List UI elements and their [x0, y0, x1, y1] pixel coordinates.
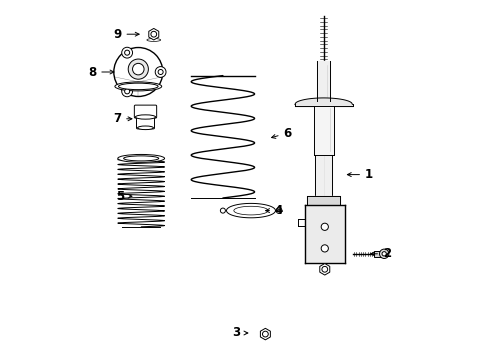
Ellipse shape [137, 126, 153, 130]
Text: 8: 8 [88, 66, 97, 78]
Text: 4: 4 [274, 204, 282, 217]
Circle shape [381, 252, 386, 256]
Circle shape [124, 89, 129, 94]
Circle shape [122, 47, 132, 58]
Circle shape [220, 208, 225, 213]
Circle shape [379, 249, 388, 258]
FancyBboxPatch shape [134, 105, 156, 118]
Text: 3: 3 [232, 327, 240, 339]
Polygon shape [148, 28, 159, 40]
Ellipse shape [135, 115, 155, 119]
Circle shape [321, 266, 327, 272]
Ellipse shape [115, 82, 162, 91]
Circle shape [124, 50, 129, 55]
Circle shape [114, 48, 163, 96]
Circle shape [321, 245, 328, 252]
Circle shape [262, 331, 268, 337]
Circle shape [155, 67, 166, 77]
Ellipse shape [118, 154, 164, 162]
Text: 5: 5 [116, 190, 124, 203]
Ellipse shape [118, 83, 158, 90]
Circle shape [276, 208, 282, 213]
Ellipse shape [123, 156, 159, 161]
Circle shape [158, 69, 163, 75]
Polygon shape [260, 328, 270, 340]
Circle shape [321, 223, 328, 230]
Circle shape [151, 31, 156, 37]
Ellipse shape [146, 39, 161, 41]
FancyBboxPatch shape [136, 117, 154, 129]
Text: 1: 1 [364, 168, 372, 181]
Polygon shape [319, 264, 329, 275]
Circle shape [128, 59, 148, 79]
Text: 6: 6 [282, 127, 290, 140]
Circle shape [122, 86, 132, 97]
Bar [373, 251, 381, 257]
Text: 2: 2 [382, 247, 390, 260]
Text: 7: 7 [113, 112, 121, 125]
Text: 9: 9 [113, 28, 122, 41]
Circle shape [132, 63, 144, 75]
Circle shape [277, 209, 280, 212]
